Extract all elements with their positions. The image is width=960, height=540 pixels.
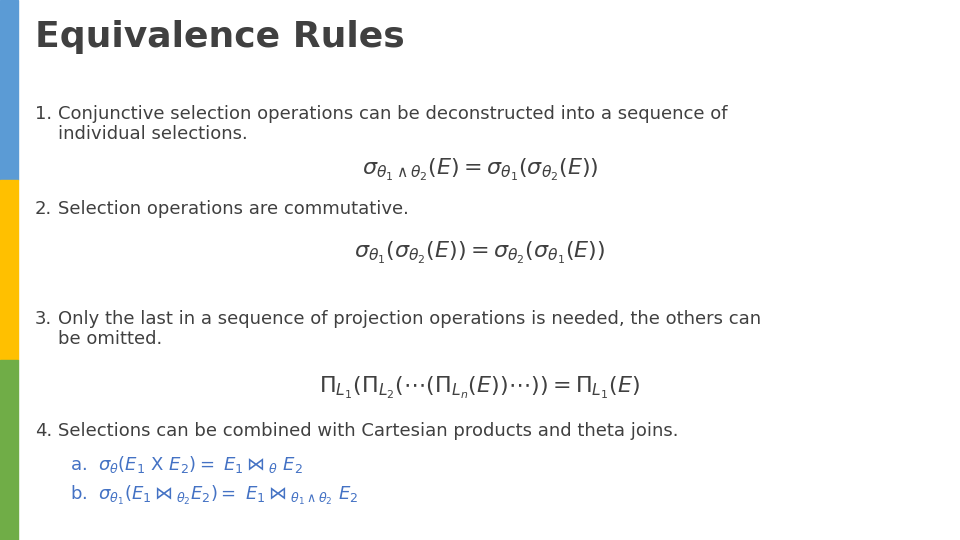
Text: 4.: 4.	[35, 422, 52, 440]
Bar	[0, 0, 18, 180]
Text: Selection operations are commutative.: Selection operations are commutative.	[58, 200, 409, 218]
Text: a.  $\sigma_{\theta}(E_1\ \mathsf{X}\ E_2) =\ E_1 \bowtie_{\theta}\ E_2$: a. $\sigma_{\theta}(E_1\ \mathsf{X}\ E_2…	[70, 454, 302, 475]
Text: 2.: 2.	[35, 200, 52, 218]
Text: Equivalence Rules: Equivalence Rules	[35, 20, 405, 54]
Text: $\sigma_{\theta_1}(\sigma_{\theta_2}(E)) = \sigma_{\theta_2}(\sigma_{\theta_1}(E: $\sigma_{\theta_1}(\sigma_{\theta_2}(E))…	[354, 240, 606, 266]
Text: 3.: 3.	[35, 310, 52, 328]
Text: b.  $\sigma_{\theta_1}(E_1 \bowtie_{\theta_2} E_2) =\ E_1 \bowtie_{\theta_1 \wed: b. $\sigma_{\theta_1}(E_1 \bowtie_{\thet…	[70, 484, 358, 507]
Text: $\sigma_{\theta_1 \wedge \theta_2}(E) = \sigma_{\theta_1}(\sigma_{\theta_2}(E))$: $\sigma_{\theta_1 \wedge \theta_2}(E) = …	[362, 157, 598, 183]
Text: be omitted.: be omitted.	[58, 330, 162, 348]
Text: Conjunctive selection operations can be deconstructed into a sequence of: Conjunctive selection operations can be …	[58, 105, 728, 123]
Bar	[0, 180, 18, 360]
Bar	[0, 360, 18, 540]
Text: $\Pi_{L_1}(\Pi_{L_2}(\cdots(\Pi_{L_n}(E))\cdots)) = \Pi_{L_1}(E)$: $\Pi_{L_1}(\Pi_{L_2}(\cdots(\Pi_{L_n}(E)…	[320, 375, 640, 401]
Text: Only the last in a sequence of projection operations is needed, the others can: Only the last in a sequence of projectio…	[58, 310, 761, 328]
Text: individual selections.: individual selections.	[58, 125, 248, 143]
Text: Selections can be combined with Cartesian products and theta joins.: Selections can be combined with Cartesia…	[58, 422, 679, 440]
Text: 1.: 1.	[35, 105, 52, 123]
